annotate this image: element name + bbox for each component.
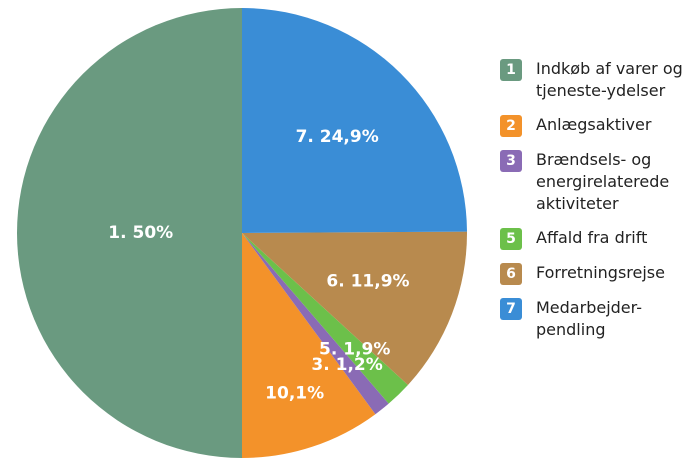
- legend-item: 2 Anlægsaktiver: [500, 114, 696, 137]
- legend-badge: 1: [500, 59, 522, 81]
- legend-item: 6 Forretningsrejse: [500, 262, 696, 285]
- legend-badge: 5: [500, 228, 522, 250]
- legend: 1 Indkøb af varer og tjeneste-ydelser 2 Anl…: [500, 58, 696, 353]
- data-label: 6. 11,9%: [326, 272, 409, 292]
- pie-slice: [242, 233, 389, 415]
- pie-slice: [242, 8, 467, 233]
- legend-label: Brændsels- og energirelaterede aktivitet…: [536, 150, 670, 213]
- legend-label: Affald fra drift: [536, 228, 648, 247]
- pie-slice: [242, 233, 408, 404]
- legend-badge: 2: [500, 115, 522, 137]
- legend-badge: 6: [500, 263, 522, 285]
- legend-label: Medarbejder-pendling: [536, 298, 642, 339]
- legend-badge: 3: [500, 150, 522, 172]
- data-label: 10,1%: [265, 383, 324, 403]
- legend-label: Indkøb af varer og tjeneste-ydelser: [536, 59, 683, 100]
- pie-slice: [17, 8, 242, 458]
- legend-item: 3 Brændsels- og energirelaterede aktivite…: [500, 149, 696, 215]
- legend-item: 1 Indkøb af varer og tjeneste-ydelser: [500, 58, 696, 102]
- legend-badge: 7: [500, 298, 522, 320]
- data-label: 3. 1,2%: [311, 355, 382, 375]
- data-label: 1. 50%: [108, 223, 173, 243]
- pie-slice: [242, 233, 376, 458]
- data-label: 7. 24,9%: [296, 127, 379, 147]
- legend-item: 7 Medarbejder-pendling: [500, 297, 696, 341]
- pie-slice: [242, 231, 467, 385]
- data-label: 5. 1,9%: [319, 339, 390, 359]
- legend-label: Forretningsrejse: [536, 263, 665, 282]
- legend-item: 5 Affald fra drift: [500, 227, 696, 250]
- legend-label: Anlægsaktiver: [536, 115, 652, 134]
